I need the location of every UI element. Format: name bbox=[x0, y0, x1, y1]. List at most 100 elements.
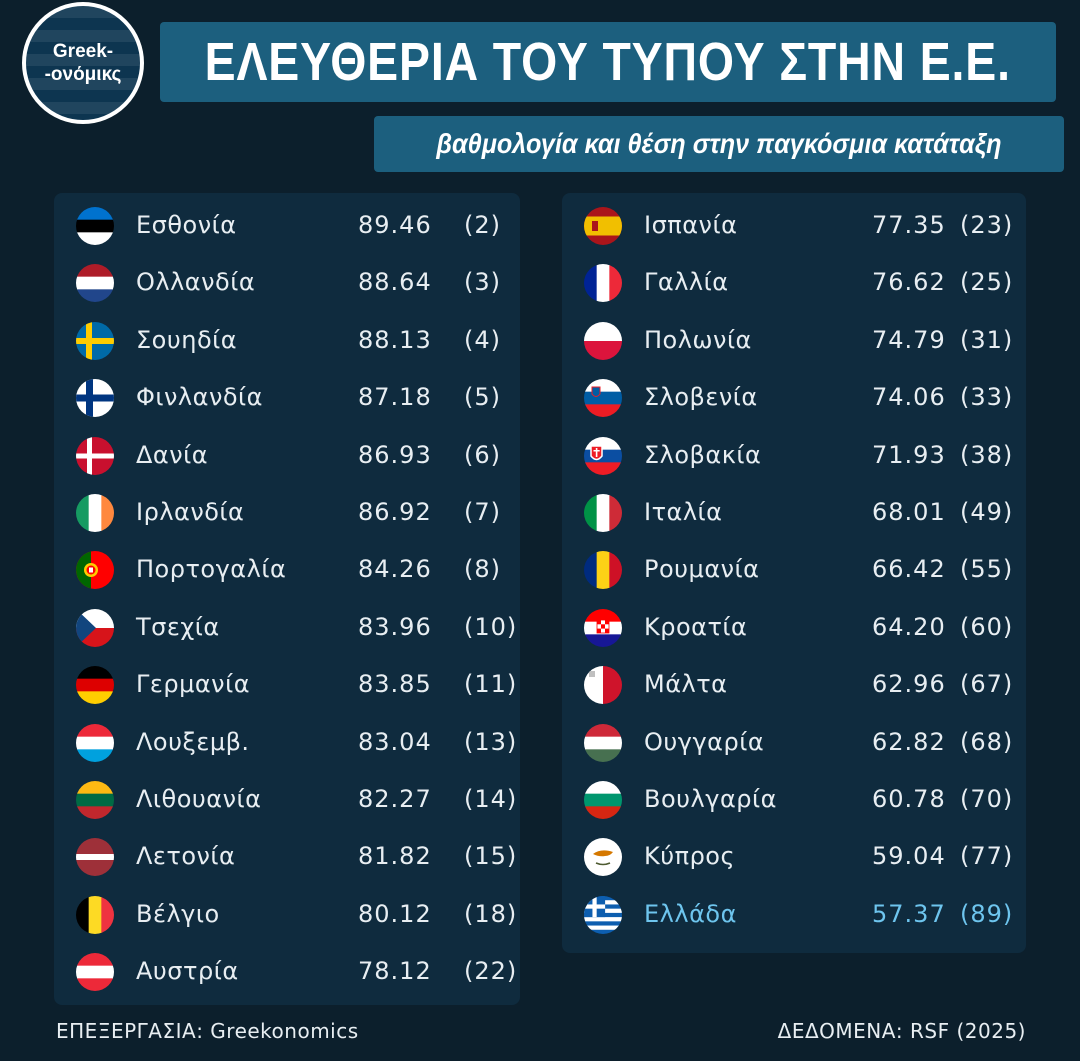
country-name: Ιταλία bbox=[644, 498, 723, 526]
table-row: Λουξεμβ. 83.04 (13) bbox=[54, 718, 520, 768]
finland-flag-icon bbox=[76, 379, 114, 418]
score-value: 88.13 bbox=[358, 325, 432, 354]
table-row: Ελλάδα 57.37 (89) bbox=[562, 890, 1026, 940]
score-value: 82.27 bbox=[358, 785, 432, 813]
world-rank: (13) bbox=[464, 727, 518, 756]
country-name: Πορτογαλία bbox=[136, 555, 287, 584]
score-value: 60.78 bbox=[872, 785, 946, 813]
greekonomics-logo: Greek- -ονόμικς bbox=[22, 2, 144, 124]
country-name: Ισπανία bbox=[644, 211, 738, 239]
country-name: Ιρλανδία bbox=[136, 498, 245, 526]
world-rank: (5) bbox=[464, 383, 501, 412]
cyprus-flag-icon bbox=[584, 838, 622, 877]
country-name: Γαλλία bbox=[644, 268, 729, 297]
country-name: Λετονία bbox=[136, 842, 236, 871]
country-name: Αυστρία bbox=[136, 957, 239, 986]
country-name: Ολλανδία bbox=[136, 268, 256, 297]
world-rank: (8) bbox=[464, 555, 501, 584]
score-value: 83.85 bbox=[358, 670, 432, 699]
table-row: Μάλτα 62.96 (67) bbox=[562, 660, 1026, 710]
denmark-flag-icon bbox=[76, 436, 114, 475]
latvia-flag-icon bbox=[76, 838, 114, 877]
world-rank: (7) bbox=[464, 498, 501, 526]
score-value: 83.04 bbox=[358, 727, 432, 756]
score-value: 87.18 bbox=[358, 383, 432, 412]
belgium-flag-icon bbox=[76, 895, 114, 934]
country-name: Βέλγιο bbox=[136, 899, 220, 928]
score-value: 83.96 bbox=[358, 612, 432, 641]
country-name: Ελλάδα bbox=[644, 899, 737, 928]
score-value: 59.04 bbox=[872, 842, 946, 871]
country-name: Φινλανδία bbox=[136, 383, 263, 412]
subtitle-banner: βαθμολογία και θέση στην παγκόσμια κατάτ… bbox=[374, 116, 1064, 172]
world-rank: (70) bbox=[960, 785, 1014, 813]
country-name: Τσεχία bbox=[136, 612, 220, 641]
logo-text-line1: Greek- bbox=[52, 41, 114, 62]
world-rank: (11) bbox=[464, 670, 518, 699]
world-rank: (55) bbox=[960, 555, 1014, 584]
logo-text-line2: -ονόμικς bbox=[44, 64, 122, 85]
world-rank: (3) bbox=[464, 268, 501, 297]
score-value: 88.64 bbox=[358, 268, 432, 297]
country-name: Ρουμανία bbox=[644, 555, 760, 584]
table-row: Δανία 86.93 (6) bbox=[54, 431, 520, 481]
left-ranking-panel: Εσθονία 89.46 (2) Ολλανδία 88.64 (3) Σουηδία 88… bbox=[54, 193, 520, 1005]
right-ranking-panel: Ισπανία 77.35 (23) Γαλλία 76.62 (25) Πολωνία 74… bbox=[562, 193, 1026, 953]
country-name: Δανία bbox=[136, 440, 209, 469]
table-row: Πορτογαλία 84.26 (8) bbox=[54, 545, 520, 595]
france-flag-icon bbox=[584, 264, 622, 303]
score-value: 89.46 bbox=[358, 211, 432, 239]
table-row: Βουλγαρία 60.78 (70) bbox=[562, 775, 1026, 825]
world-rank: (6) bbox=[464, 440, 501, 469]
score-value: 64.20 bbox=[872, 612, 946, 641]
score-value: 76.62 bbox=[872, 268, 946, 297]
luxembourg-flag-icon bbox=[76, 723, 114, 762]
lithuania-flag-icon bbox=[76, 781, 114, 819]
table-row: Ιρλανδία 86.92 (7) bbox=[54, 488, 520, 538]
spain-flag-icon bbox=[584, 207, 622, 245]
country-name: Εσθονία bbox=[136, 211, 237, 239]
score-value: 66.42 bbox=[872, 555, 946, 584]
world-rank: (38) bbox=[960, 440, 1014, 469]
table-row: Λετονία 81.82 (15) bbox=[54, 832, 520, 882]
table-row: Κροατία 64.20 (60) bbox=[562, 603, 1026, 653]
table-row: Φινλανδία 87.18 (5) bbox=[54, 373, 520, 423]
page-subtitle: βαθμολογία και θέση στην παγκόσμια κατάτ… bbox=[436, 128, 1002, 159]
world-rank: (23) bbox=[960, 211, 1014, 239]
netherlands-flag-icon bbox=[76, 264, 114, 303]
footer-source: ΔΕΔΟΜΕΝΑ: RSF (2025) bbox=[777, 1019, 1026, 1043]
slovakia-flag-icon bbox=[584, 436, 622, 475]
score-value: 68.01 bbox=[872, 498, 946, 526]
world-rank: (77) bbox=[960, 842, 1014, 871]
table-row: Σλοβενία 74.06 (33) bbox=[562, 373, 1026, 423]
table-row: Λιθουανία 82.27 (14) bbox=[54, 775, 520, 825]
greece-flag-icon bbox=[584, 895, 622, 934]
ireland-flag-icon bbox=[76, 494, 114, 532]
world-rank: (4) bbox=[464, 325, 501, 354]
world-rank: (68) bbox=[960, 727, 1014, 756]
table-row: Ιταλία 68.01 (49) bbox=[562, 488, 1026, 538]
hungary-flag-icon bbox=[584, 723, 622, 762]
table-row: Ουγγαρία 62.82 (68) bbox=[562, 718, 1026, 768]
score-value: 77.35 bbox=[872, 211, 946, 239]
table-row: Βέλγιο 80.12 (18) bbox=[54, 890, 520, 940]
austria-flag-icon bbox=[76, 953, 114, 992]
country-name: Σουηδία bbox=[136, 325, 238, 354]
portugal-flag-icon bbox=[76, 551, 114, 590]
country-name: Σλοβακία bbox=[644, 440, 762, 469]
country-name: Γερμανία bbox=[136, 670, 251, 699]
score-value: 86.92 bbox=[358, 498, 432, 526]
country-name: Κύπρος bbox=[644, 842, 736, 871]
country-name: Λιθουανία bbox=[136, 785, 262, 813]
country-name: Λουξεμβ. bbox=[136, 727, 250, 756]
country-name: Βουλγαρία bbox=[644, 785, 777, 813]
table-row: Σλοβακία 71.93 (38) bbox=[562, 431, 1026, 481]
world-rank: (60) bbox=[960, 612, 1014, 641]
table-row: Κύπρος 59.04 (77) bbox=[562, 832, 1026, 882]
score-value: 86.93 bbox=[358, 440, 432, 469]
score-value: 57.37 bbox=[872, 899, 946, 928]
romania-flag-icon bbox=[584, 551, 622, 590]
czechia-flag-icon bbox=[76, 608, 114, 647]
country-name: Πολωνία bbox=[644, 325, 752, 354]
germany-flag-icon bbox=[76, 666, 114, 705]
